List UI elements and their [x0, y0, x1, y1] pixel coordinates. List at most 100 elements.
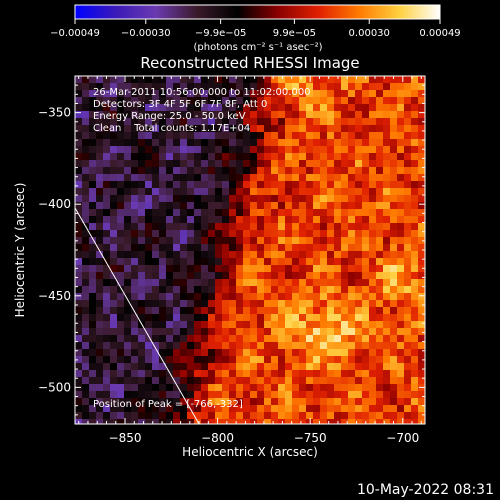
heatmap-cell [222, 377, 229, 384]
heatmap-cell [397, 412, 404, 419]
heatmap-cell [411, 188, 418, 195]
heatmap-cell [152, 328, 159, 335]
heatmap-cell [89, 146, 96, 153]
heatmap-cell [166, 321, 173, 328]
heatmap-cell [124, 97, 131, 104]
heatmap-cell [376, 104, 383, 111]
heatmap-cell [236, 356, 243, 363]
heatmap-cell [313, 398, 320, 405]
heatmap-cell [278, 335, 285, 342]
heatmap-cell [166, 237, 173, 244]
heatmap-cell [159, 251, 166, 258]
heatmap-cell [138, 146, 145, 153]
heatmap-cell [208, 286, 215, 293]
heatmap-cell [264, 153, 271, 160]
heatmap-cell [250, 90, 257, 97]
heatmap-cell [145, 363, 152, 370]
heatmap-cell [397, 195, 404, 202]
heatmap-cell [250, 132, 257, 139]
heatmap-cell [390, 118, 397, 125]
heatmap-cell [369, 132, 376, 139]
heatmap-cell [159, 125, 166, 132]
heatmap-cell [131, 258, 138, 265]
heatmap-cell [215, 209, 222, 216]
heatmap-cell [145, 328, 152, 335]
heatmap-cell [124, 188, 131, 195]
heatmap-cell [271, 209, 278, 216]
heatmap-cell [313, 230, 320, 237]
heatmap-cell [299, 181, 306, 188]
heatmap-cell [306, 139, 313, 146]
heatmap-cell [222, 398, 229, 405]
heatmap-cell [222, 223, 229, 230]
heatmap-cell [201, 237, 208, 244]
heatmap-cell [180, 363, 187, 370]
heatmap-cell [236, 216, 243, 223]
heatmap-cell [166, 111, 173, 118]
heatmap-cell [313, 125, 320, 132]
heatmap-cell [103, 174, 110, 181]
heatmap-cell [159, 76, 166, 83]
heatmap-cell [187, 76, 194, 83]
heatmap-cell [194, 230, 201, 237]
heatmap-cell [250, 195, 257, 202]
heatmap-cell [236, 328, 243, 335]
heatmap-cell [327, 398, 334, 405]
heatmap-cell [89, 76, 96, 83]
heatmap-cell [292, 335, 299, 342]
heatmap-cell [411, 146, 418, 153]
heatmap-cell [411, 356, 418, 363]
heatmap-cell [390, 265, 397, 272]
heatmap-cell [96, 244, 103, 251]
heatmap-cell [236, 321, 243, 328]
heatmap-cell [313, 244, 320, 251]
heatmap-cell [208, 307, 215, 314]
heatmap-cell [376, 132, 383, 139]
heatmap-cell [306, 307, 313, 314]
heatmap-cell [397, 342, 404, 349]
heatmap-cell [404, 377, 411, 384]
heatmap-cell [348, 132, 355, 139]
heatmap-cell [75, 391, 82, 398]
heatmap-cell [166, 181, 173, 188]
heatmap-cell [383, 258, 390, 265]
heatmap-cell [299, 195, 306, 202]
heatmap-cell [96, 167, 103, 174]
heatmap-cell [152, 97, 159, 104]
heatmap-cell [173, 216, 180, 223]
heatmap-cell [292, 167, 299, 174]
heatmap-cell [250, 377, 257, 384]
heatmap-cell [390, 111, 397, 118]
heatmap-cell [383, 118, 390, 125]
heatmap-cell [89, 223, 96, 230]
colorbar-tick-label: −9.9e−05 [195, 28, 247, 39]
heatmap-cell [229, 97, 236, 104]
heatmap-cell [376, 342, 383, 349]
heatmap-cell [82, 188, 89, 195]
heatmap-cell [397, 118, 404, 125]
heatmap-cell [257, 370, 264, 377]
heatmap-cell [208, 195, 215, 202]
heatmap-cell [264, 111, 271, 118]
heatmap-cell [208, 160, 215, 167]
heatmap-cell [89, 300, 96, 307]
heatmap-cell [236, 258, 243, 265]
heatmap-cell [313, 405, 320, 412]
heatmap-cell [334, 237, 341, 244]
heatmap-cell [117, 188, 124, 195]
heatmap-cell [75, 167, 82, 174]
heatmap-cell [292, 230, 299, 237]
heatmap-cell [229, 90, 236, 97]
heatmap-cell [334, 377, 341, 384]
heatmap-cell [320, 300, 327, 307]
heatmap-cell [369, 398, 376, 405]
heatmap-cell [222, 335, 229, 342]
heatmap-cell [236, 209, 243, 216]
heatmap-cell [306, 286, 313, 293]
heatmap-cell [348, 125, 355, 132]
heatmap-cell [194, 118, 201, 125]
heatmap-cell [159, 111, 166, 118]
heatmap-cell [152, 223, 159, 230]
heatmap-cell [96, 328, 103, 335]
heatmap-cell [418, 349, 425, 356]
